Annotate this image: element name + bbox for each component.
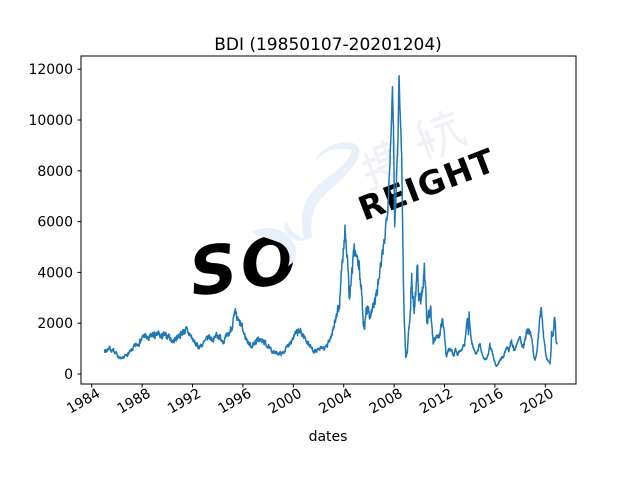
x-axis-label: dates xyxy=(309,429,348,445)
x-tick-label: 2016 xyxy=(467,386,506,418)
x-tick-label: 2012 xyxy=(417,386,456,418)
x-tick-label: 1988 xyxy=(115,386,154,418)
plot-area xyxy=(80,55,577,385)
y-tick-label: 0 xyxy=(64,367,73,383)
x-axis-ticks: 1984 1988 1992 1996 2000 2004 2008 2012 2016 2020 xyxy=(64,384,557,418)
y-tick-label: 4000 xyxy=(37,265,73,281)
y-axis-ticks: 0 2000 4000 6000 8000 10000 12000 xyxy=(28,62,81,383)
y-tick-label: 10000 xyxy=(28,113,73,129)
chart-title: BDI (19850107-20201204) xyxy=(214,35,442,55)
x-tick-label: 2004 xyxy=(316,386,355,418)
x-tick-label: 2020 xyxy=(518,386,557,418)
y-tick-label: 2000 xyxy=(37,316,73,332)
y-tick-label: 6000 xyxy=(37,215,73,231)
x-tick-label: 2008 xyxy=(367,386,406,418)
x-tick-label: 1996 xyxy=(215,386,254,418)
watermark-swoosh-icon xyxy=(252,142,360,266)
x-tick-label: 1992 xyxy=(165,386,204,418)
y-tick-label: 12000 xyxy=(28,62,73,78)
x-tick-label: 2000 xyxy=(266,386,305,418)
watermark-cn-hang-glyph xyxy=(416,110,468,160)
watermark: SO REIGHT xyxy=(185,110,501,312)
bdi-line xyxy=(103,74,558,368)
y-tick-label: 8000 xyxy=(37,164,73,180)
x-tick-label: 1984 xyxy=(64,386,103,418)
